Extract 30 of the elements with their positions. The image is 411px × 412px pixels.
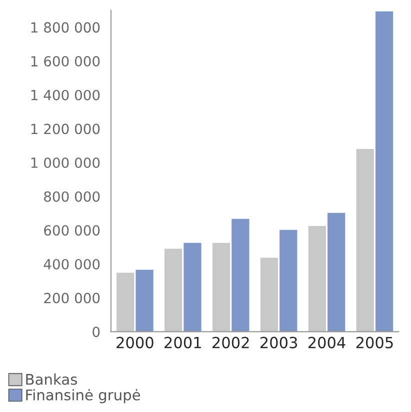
bar — [232, 218, 250, 332]
y-tick-label: 600 000 — [44, 225, 100, 236]
y-tick-label: 400 000 — [44, 258, 100, 270]
bar — [356, 148, 374, 332]
y-tick-label: 1 400 000 — [31, 90, 100, 100]
bar — [375, 11, 394, 332]
x-tick-label: 2001 — [164, 336, 201, 348]
y-tick-label: 0 — [92, 326, 100, 338]
legend-label: Finansinė grupė — [26, 389, 140, 404]
bar — [164, 248, 182, 332]
bar — [280, 230, 298, 332]
y-tick-label: 800 000 — [44, 191, 100, 202]
x-tick-label: 2002 — [212, 336, 249, 348]
x-tick-label: 2000 — [116, 336, 154, 348]
y-tick-label: 1 200 000 — [31, 124, 100, 134]
y-tick-label: 1 800 000 — [31, 22, 100, 33]
y-tick-label: 1 600 000 — [31, 56, 100, 67]
bar — [308, 226, 326, 332]
bar — [328, 212, 346, 332]
x-tick-label: 2005 — [356, 336, 393, 348]
bar — [116, 272, 134, 332]
bar — [184, 242, 202, 332]
bar — [136, 270, 154, 332]
bar — [260, 258, 278, 332]
bar — [212, 242, 230, 332]
legend-label: Bankas — [26, 374, 77, 385]
y-tick-label: 1 000 000 — [31, 157, 100, 168]
x-tick-label: 2004 — [308, 336, 346, 348]
x-tick-label: 2003 — [260, 336, 298, 348]
y-tick-label: 200 000 — [44, 292, 100, 304]
